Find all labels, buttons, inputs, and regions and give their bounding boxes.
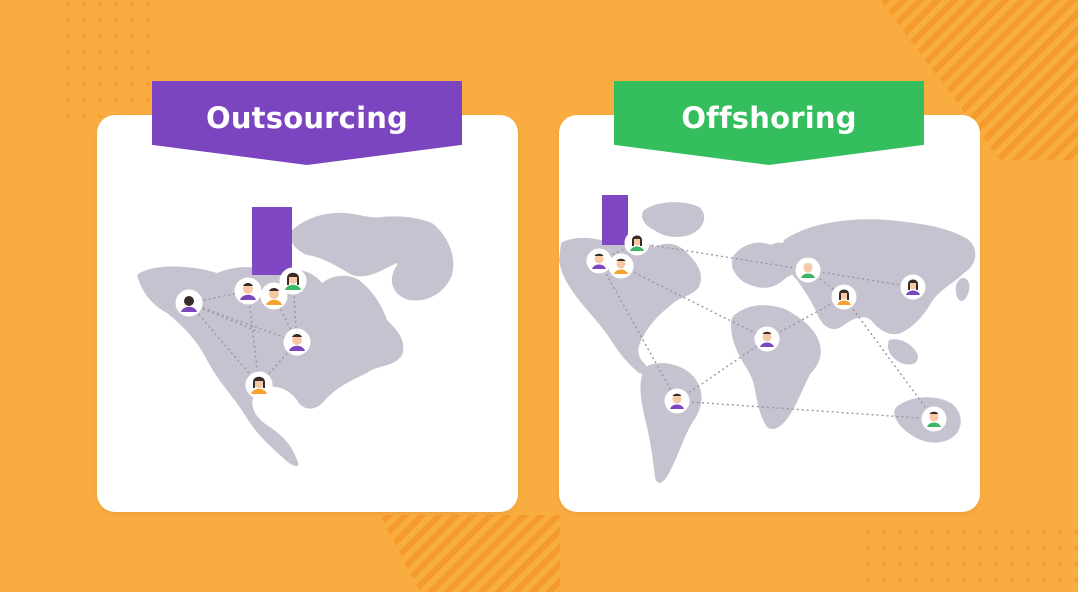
person-avatar <box>608 253 634 279</box>
offshoring-title: Offshoring <box>681 101 857 135</box>
person-avatar <box>831 284 857 310</box>
world-map <box>559 195 976 483</box>
outsourcing-title: Outsourcing <box>205 101 409 135</box>
link-line <box>598 260 678 402</box>
person-avatar <box>795 257 821 283</box>
greenland-land <box>642 202 705 238</box>
dot-pattern-top-left <box>60 0 150 120</box>
link-line <box>843 296 935 420</box>
southeast-asia-land <box>887 339 918 365</box>
person-avatar <box>664 388 690 414</box>
japan-land <box>955 278 970 301</box>
person-avatar <box>260 282 288 310</box>
outsourcing-banner: Outsourcing <box>152 81 462 165</box>
person-avatar <box>921 406 947 432</box>
south-america-land <box>640 363 702 483</box>
offshoring-card <box>559 115 980 512</box>
person-avatar <box>245 371 273 399</box>
link-line <box>676 338 768 402</box>
location-pin-marker <box>602 195 628 245</box>
link-line <box>273 295 298 343</box>
outsourcing-card <box>97 115 518 512</box>
person-avatar <box>754 326 780 352</box>
iceland-europe-land <box>343 216 454 301</box>
offshoring-banner: Offshoring <box>614 81 924 165</box>
north-america-land <box>137 266 404 467</box>
location-pin-marker <box>252 207 292 275</box>
stripe-pattern-top-right <box>880 0 1078 160</box>
person-avatar <box>279 267 307 295</box>
person-avatar <box>175 289 203 317</box>
person-avatar <box>586 248 612 274</box>
person-avatar <box>624 230 650 256</box>
link-line <box>188 302 298 343</box>
link-line <box>636 242 809 271</box>
person-avatar <box>283 328 311 356</box>
asia-land <box>782 219 976 335</box>
link-line <box>620 265 768 340</box>
person-avatar <box>234 277 262 305</box>
north-america-map <box>137 207 454 467</box>
person-avatar <box>900 274 926 300</box>
africa-land <box>731 305 821 430</box>
europe-land <box>731 242 800 288</box>
dot-pattern-bottom-right <box>860 520 1078 592</box>
stripe-pattern-bottom-center <box>380 515 560 592</box>
link-line <box>247 290 260 386</box>
